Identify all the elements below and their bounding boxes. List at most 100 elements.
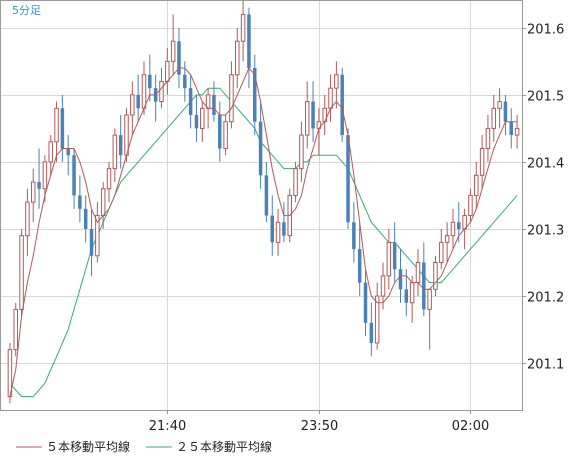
candle-up [240,13,246,42]
candle-down [357,249,362,283]
candle-down [118,135,123,156]
candle-down [83,208,88,229]
candle-up [130,94,135,116]
candle-up [25,201,30,237]
candle-up [19,235,24,310]
candle-down [188,88,193,115]
candle-down [72,155,76,196]
candle-down [258,121,263,176]
ma25-line [9,87,518,398]
candle-down [509,121,514,136]
y-axis-ticks: 201.1 201.2 201.3 201.4 201.5 201.6 [527,23,564,373]
candle-down [352,222,356,250]
candle-up [497,101,502,109]
candle-up [450,221,456,237]
candles-layer [7,0,520,404]
y-tick-label: 201.6 [527,23,564,38]
candle-down [136,94,140,109]
candle-up [380,275,386,297]
candle-down [422,262,426,310]
candle-down [264,175,269,216]
candle-down [369,322,374,343]
candle-up [415,261,421,284]
candle-down [282,222,286,236]
candle-up [374,295,380,344]
y-tick-label: 201.2 [527,291,564,306]
candle-down [270,215,274,243]
y-tick-label: 201.5 [527,90,564,105]
candle-down [78,195,82,209]
candle-up [229,74,234,123]
candle-up [141,74,147,109]
candle-up [328,87,333,109]
candle-down [183,74,187,89]
candle-down [247,14,251,69]
candle-up [474,174,479,196]
candle-down [212,94,216,115]
candle-down [37,182,41,189]
candle-up [48,141,53,163]
candle-up [42,161,48,190]
candle-down [60,108,65,149]
grid-lines [1,1,526,414]
candle-up [444,235,450,243]
candle-up [386,241,392,277]
candle-up [30,181,36,203]
candle-down [253,68,257,122]
candle-up [112,134,118,170]
candle-up [100,188,106,217]
candle-down [311,101,315,129]
candle-up [433,261,438,290]
candle-down [503,101,508,122]
candle-up [514,127,520,136]
candle-up [299,134,304,170]
candle-down [392,242,397,270]
candle-down [346,135,350,223]
legend: ５本移動平均線 ２５本移動平均線 [16,439,272,454]
x-tick-label: 23:50 [301,419,338,434]
candle-up [439,241,444,263]
candle-up [479,148,485,176]
candle-down [89,228,94,256]
candle-up [293,168,298,196]
timeframe-label: 5分足 [12,4,41,17]
candle-up [491,107,497,129]
candle-down [148,74,152,89]
candle-down [398,269,403,290]
candle-down [177,41,181,75]
candle-up [106,168,112,190]
candle-up [468,194,473,217]
candle-up [95,215,100,257]
candle-up [409,282,415,304]
candle-down [363,282,368,323]
candle-up [275,221,281,243]
legend-ma25-label: ２５本移動平均線 [176,439,272,454]
candle-up [235,40,240,76]
candle-up [427,288,432,310]
candle-up [223,121,228,150]
candle-up [334,74,339,89]
candle-down [404,289,409,303]
x-tick-label: 21:40 [149,419,186,434]
ma25-line-layer [9,87,518,398]
legend-ma5-label: ５本移動平均線 [46,439,130,454]
candle-up [485,127,491,150]
y-tick-label: 201.3 [527,224,564,239]
candle-down [194,114,199,129]
candle-up [159,80,164,103]
candle-up [304,101,310,136]
y-tick-label: 201.1 [527,358,564,373]
candle-down [340,74,344,136]
candle-down [457,222,461,229]
candle-down [218,114,222,149]
candle-up [165,60,170,82]
candle-up [13,308,18,351]
plot-frame [0,0,523,411]
ma5-line-layer [9,67,518,397]
candle-down [66,148,70,156]
x-tick-label: 02:00 [452,419,489,434]
candle-up [200,107,205,129]
